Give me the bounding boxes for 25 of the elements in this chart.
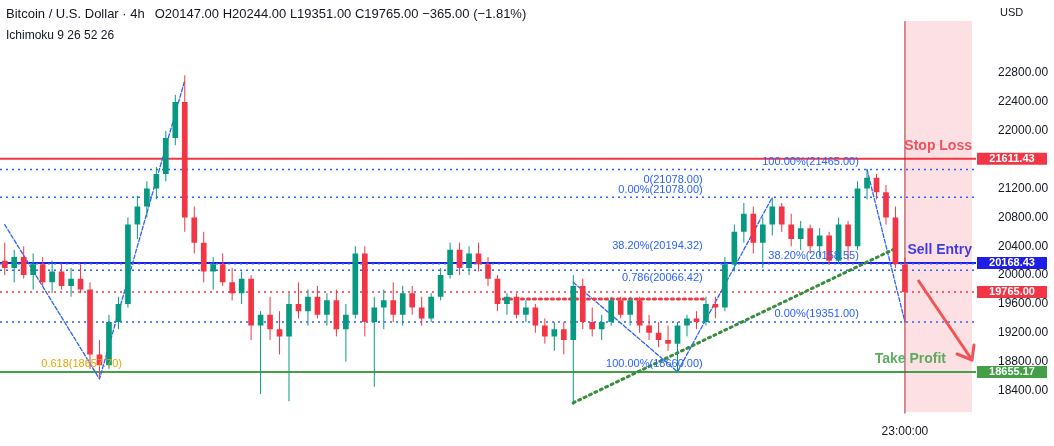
text: O20147.00 H20244.00 L19351.00 C19765.00 −365.00 (−1.81%)	[154, 6, 527, 21]
text: 19765.00	[989, 285, 1035, 298]
annotation: Ichimoku 9 26 52 26	[6, 28, 115, 42]
text: 18655.17	[989, 365, 1035, 378]
ref-line-label: Sell Entry	[907, 240, 973, 257]
y-tick-label: 18800.00	[998, 353, 1049, 368]
ref-line-label: 0.786(20066.42)	[621, 270, 703, 283]
chart-title: Bitcoin / U.S. Dollar · 4h	[6, 6, 145, 21]
x-tick-label: 23:00:00	[881, 424, 929, 439]
y-tick-label: 21200.00	[998, 180, 1049, 195]
annotation: 38.20%(20194.32)	[612, 238, 703, 251]
y-tick-label: 19200.00	[998, 325, 1049, 340]
y-tick-label: 19600.00	[998, 296, 1049, 311]
y-axis-title: USD	[1000, 6, 1024, 18]
ref-line-label: 0.00%(19351.00)	[774, 307, 859, 320]
y-tick-label: 22000.00	[998, 123, 1049, 138]
text: 21611.43	[989, 151, 1035, 164]
y-tick-label: 22800.00	[998, 65, 1049, 80]
y-tick-label: 22400.00	[998, 94, 1049, 109]
y-tick-label: 20000.00	[998, 267, 1049, 282]
text: 20168.43	[989, 255, 1035, 268]
ref-line-label: Stop Loss	[904, 136, 973, 153]
y-tick-label: 20400.00	[998, 238, 1049, 253]
y-tick-label: 18400.00	[998, 382, 1049, 397]
y-tick-label: 20800.00	[998, 209, 1049, 224]
